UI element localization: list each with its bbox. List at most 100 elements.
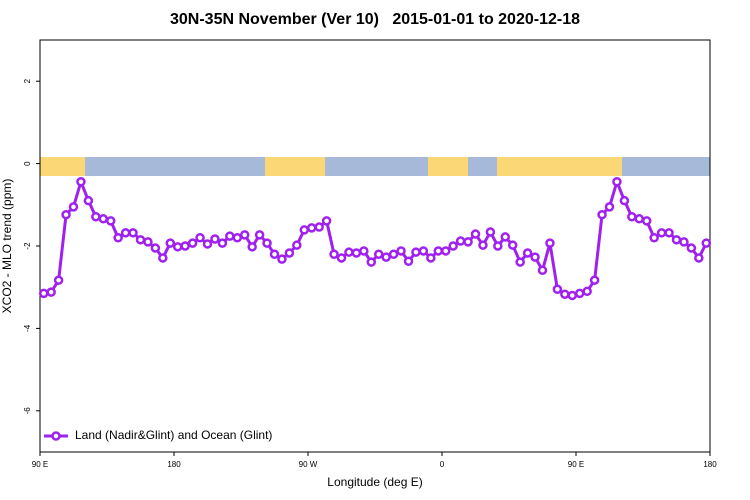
data-point [277, 254, 287, 264]
y-tick-label: 2 [23, 78, 32, 83]
data-point [582, 286, 592, 297]
data-point [38, 288, 49, 299]
data-point [299, 225, 310, 235]
data-point [98, 214, 109, 224]
data-point [351, 248, 362, 258]
data-point [656, 228, 667, 238]
data-point [552, 284, 563, 295]
data-point [664, 228, 674, 238]
data-point [455, 236, 466, 246]
data-point [254, 230, 265, 240]
land-band [40, 157, 85, 176]
data-point [440, 246, 451, 256]
data-point [694, 253, 704, 263]
data-point [165, 238, 176, 248]
data-point [321, 216, 332, 226]
data-point [195, 233, 205, 243]
data-point [247, 242, 257, 252]
data-point [641, 216, 652, 226]
legend-marker [51, 431, 61, 441]
data-point [701, 238, 712, 248]
land-band [497, 157, 622, 176]
data-point [530, 252, 540, 262]
data-point [225, 231, 235, 241]
data-point [292, 240, 302, 250]
data-point [336, 253, 347, 263]
data-point [76, 176, 86, 187]
data-point [649, 233, 659, 243]
data-point [269, 249, 280, 259]
data-point [53, 275, 64, 285]
data-point [210, 234, 220, 244]
land-band [265, 157, 325, 176]
plot-frame [39, 39, 711, 453]
data-point [135, 235, 146, 245]
data-point [545, 238, 555, 248]
data-point [306, 223, 317, 233]
data-point [612, 176, 622, 187]
chart-title: 30N-35N November (Ver 10) 2015-01-01 to … [170, 11, 580, 28]
land-ocean-strip [40, 157, 710, 176]
data-point [537, 265, 548, 276]
data-point [314, 222, 324, 232]
data-point [262, 238, 272, 248]
data-point [46, 287, 56, 297]
x-tick-label: 90 E [32, 460, 48, 469]
data-point [202, 239, 213, 249]
data-point [381, 252, 391, 262]
data-point [366, 257, 377, 267]
data-point [113, 233, 123, 243]
data-point [686, 243, 697, 253]
data-point [507, 240, 518, 250]
y-tick-label: 0 [23, 161, 32, 166]
x-axis-label: Longitude (deg E) [327, 475, 422, 489]
x-tick-label: 180 [703, 460, 717, 469]
data-point [463, 237, 473, 247]
data-point [500, 232, 511, 242]
data-point [597, 209, 607, 220]
data-point [448, 241, 458, 251]
y-axis-label: XCO2 - MLO trend (ppm) [0, 179, 14, 314]
data-point [359, 246, 369, 256]
data-point [172, 242, 183, 252]
data-point [128, 228, 138, 238]
data-point [388, 249, 399, 259]
data-point [567, 290, 578, 301]
data-point [150, 243, 161, 253]
data-point [403, 256, 414, 266]
data-point [574, 288, 585, 299]
data-point [187, 238, 198, 248]
data-point [560, 289, 570, 299]
land-band [428, 157, 468, 176]
data-point [373, 249, 384, 259]
data-point [604, 202, 615, 212]
data-point [232, 233, 243, 243]
y-tick-label: -4 [23, 324, 32, 332]
data-point [120, 228, 131, 238]
data-point [470, 229, 481, 239]
data-point [627, 211, 637, 222]
y-tick-label: -2 [23, 242, 32, 250]
data-point [679, 237, 689, 247]
data-point [478, 240, 488, 250]
data-point [396, 246, 406, 256]
x-tick-label: 180 [167, 460, 181, 469]
data-point [105, 216, 116, 226]
x-tick-label: 90 W [299, 460, 318, 469]
data-point [180, 241, 190, 251]
data-point [344, 247, 354, 257]
data-point [634, 214, 645, 224]
data-point [411, 247, 421, 257]
legend-label: Land (Nadir&Glint) and Ocean (Glint) [75, 428, 272, 442]
data-point [589, 275, 600, 285]
data-point [217, 238, 228, 248]
data-point [619, 195, 630, 206]
data-point [493, 241, 503, 251]
data-point [158, 253, 168, 263]
data-point [91, 211, 101, 222]
x-tick-label: 0 [440, 460, 445, 469]
x-tick-label: 90 E [568, 460, 584, 469]
data-point [426, 253, 436, 263]
